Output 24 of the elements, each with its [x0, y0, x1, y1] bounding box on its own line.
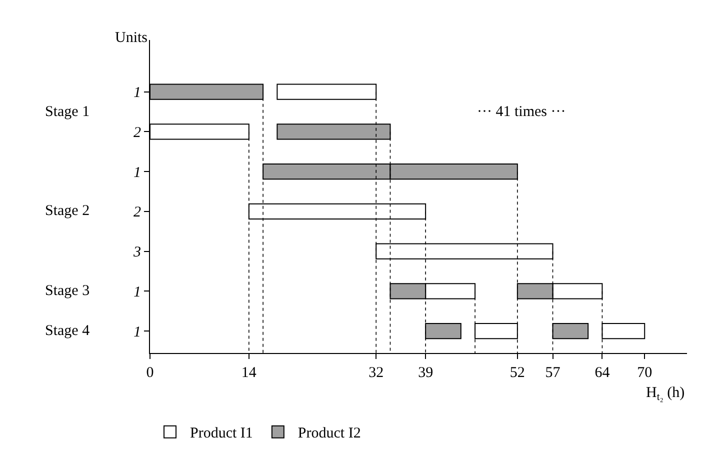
- text: Stage 2: [45, 203, 90, 219]
- y-tick-label: 1: [134, 85, 141, 102]
- text: Stage 3: [45, 283, 90, 299]
- y-tick-label: 3: [132, 244, 141, 261]
- y-tick-label: 2: [134, 124, 142, 141]
- x-tick-label: 64: [594, 365, 610, 381]
- y-tick-label: 1: [134, 284, 141, 300]
- x-tick-label: 32: [368, 365, 384, 381]
- legend-label: Product I2: [298, 426, 361, 442]
- x-tick-label: 57: [545, 365, 561, 381]
- x-tick-label: 39: [418, 365, 434, 381]
- annotation: ··· 41 times ···: [477, 104, 566, 120]
- x-tick-label: 52: [510, 365, 525, 381]
- x-axis-title: H$_{t₂}$ (h): [646, 385, 685, 404]
- x-tick-label: 14: [241, 365, 257, 381]
- y-tick-label: 1: [134, 324, 141, 340]
- text: Stage 4: [45, 323, 90, 339]
- x-tick-label: 0: [146, 365, 154, 381]
- x-tick-label: 70: [637, 365, 652, 381]
- legend-label: Product I1: [190, 426, 253, 442]
- text: Stage 1: [45, 104, 90, 120]
- y-axis-title: Units: [115, 30, 148, 46]
- y-tick-label: 2: [134, 204, 142, 221]
- y-tick-label: 1: [134, 164, 141, 181]
